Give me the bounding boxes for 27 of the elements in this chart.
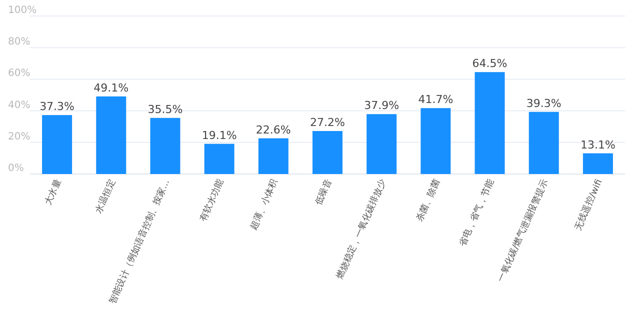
data-label: 37.9% [364,99,400,112]
x-tick-label: 省电，省气，节能 [457,178,497,248]
data-label: 13.1% [580,138,616,152]
data-label: 64.5% [472,57,508,70]
data-label: 27.2% [310,116,345,130]
y-tick-label: 0% [8,163,24,174]
y-tick-label: 100% [8,5,37,16]
x-tick-label: 燃烧稳定，一氧化碳排放少 [334,178,388,281]
data-label: 22.6% [256,123,291,136]
data-label: 39.3% [526,96,562,110]
y-tick-label: 80% [8,36,30,48]
x-tick-label: 低噪音 [313,178,334,207]
x-tick-label: 大水量 [42,178,64,207]
x-tick-label: 一氧化碳/燃气泄漏报警提示 [495,178,551,284]
data-label: 41.7% [418,93,454,106]
y-tick-label: 20% [8,131,30,142]
data-label: 35.5% [148,102,183,116]
x-tick-label: 杀菌、除菌 [414,178,442,224]
x-tick-label: 无线遥控/wifi [572,178,605,232]
data-label: 49.1% [94,81,129,94]
data-label: 19.1% [202,128,237,142]
y-tick-label: 40% [8,100,30,111]
y-tick-label: 60% [8,68,30,80]
x-tick-label: 超薄、小体积 [248,178,280,232]
x-tick-label: 水温恒定 [93,178,118,216]
data-label: 37.3% [40,100,75,114]
x-tick-label: 有软水功能 [198,178,226,224]
